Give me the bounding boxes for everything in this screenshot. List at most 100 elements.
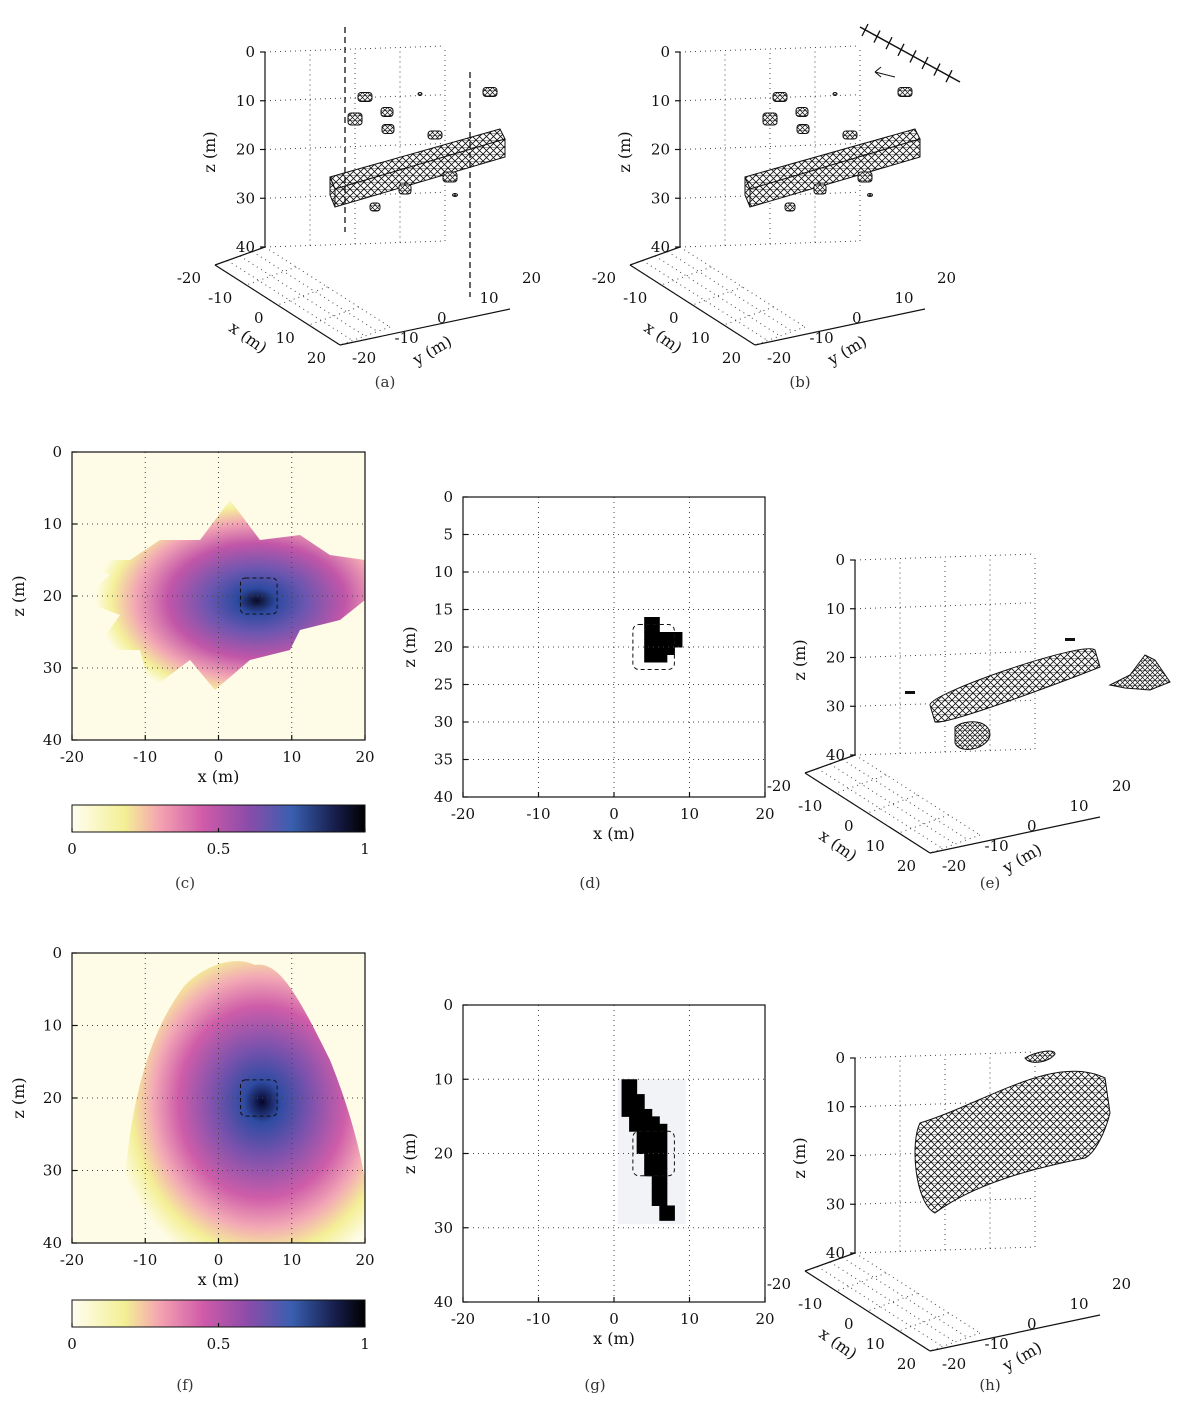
survey-tick [897,43,905,57]
heat-cell [659,647,668,655]
heat-cell [644,624,653,633]
x-tick-label: 20 [755,1310,774,1328]
anomaly-blob [369,202,381,212]
y-tick-label: 10 [43,515,62,533]
heat-cell [644,617,653,625]
reconstructed-blob [905,691,915,694]
grid-line [679,143,861,150]
heat-cell [629,1116,638,1125]
reconstructed-blob [1065,638,1075,641]
z-tick-label: 20 [651,141,670,159]
grid-line [679,45,861,53]
panel-2d-c: -20 -10 0 10 20 0 10 20 30 40 x (m) z (m) [9,443,375,786]
y-tick-label: 20 [43,1089,62,1107]
y-tick-label: 20 [434,638,453,656]
colorbar-tick-label: 0.5 [207,1335,231,1353]
heat-cell [651,1123,660,1132]
y-tick-label: 20 [1112,777,1131,795]
x-axis-label: x (m) [198,1270,240,1289]
x-tick-label: -10 [526,1310,550,1328]
z-tick-label: 0 [660,43,670,61]
heat-cell [651,617,660,625]
anomaly-blob [813,183,827,195]
x-axis-front [629,264,756,346]
caption-f: (f) [176,1376,193,1394]
beam-side [334,138,506,208]
heat-cell [659,1168,668,1177]
heat-cell [636,1138,645,1147]
x-axis [804,1252,856,1272]
y-tick-label: 0 [1027,1315,1037,1333]
grid-line [252,251,378,332]
y-tick-label: -20 [942,1355,966,1373]
anomaly-blob [442,171,458,183]
heat-cell [659,1138,668,1147]
colorbar-tick-label: 1 [360,1335,370,1353]
grid-line [842,1257,968,1338]
heat-cell [651,1160,660,1169]
y-tick-label: 40 [43,731,62,749]
reconstructed-blob [1108,654,1171,691]
grid-line [661,266,712,286]
direction-arrow [874,66,896,78]
colorbar-tick-label: 0 [67,1335,77,1353]
heat-cell [644,654,653,663]
heat-cell [651,1153,660,1162]
y-tick-label: -20 [352,349,376,367]
colorbar-tick-label: 0.5 [207,840,231,858]
x-tick-label: 0 [669,309,679,327]
z-tick-label: 10 [236,92,255,110]
x-tick-label: 0 [609,1310,619,1328]
grid-line [246,266,297,286]
plot-frame [71,451,366,741]
grid-line [898,1312,949,1332]
y-tick-label: 0 [852,309,862,327]
y-tick-label: 20 [937,269,956,287]
x-tick-label: 0 [214,1251,224,1269]
z-axis-label: z (m) [615,131,634,172]
x-tick-label: 0 [609,805,619,823]
anomaly-blob [897,87,913,97]
heat-cell [651,632,660,640]
x-tick-label: 0 [254,309,264,327]
y-tick-label: 40 [434,1293,453,1311]
heat-cell [651,1116,660,1125]
x-tick-label: 20 [897,857,916,875]
anomaly-blob [427,130,443,140]
x-tick-label: 20 [307,349,326,367]
heat-cell [621,1101,630,1110]
survey-tick [861,23,869,37]
grid-line [854,602,1036,610]
reconstructed-blob [1024,1050,1056,1063]
heat-cell [636,1108,645,1117]
x-tick-label: 10 [866,1335,885,1353]
heat-cell [621,1094,630,1103]
heat-cell [636,1101,645,1110]
y-axis-label: z (m) [400,1133,419,1174]
anomaly-blob [452,193,458,197]
heat-cell [644,1153,653,1162]
y-tick-label: 20 [43,587,62,605]
heat-cell [636,1123,645,1132]
x-tick-label: -20 [60,748,84,766]
plot-frame [71,952,366,1244]
x-axis-label: x (m) [816,826,861,866]
survey-tick [909,50,917,63]
target-box [239,577,278,615]
heat-cell [644,1131,653,1140]
anomaly-blob [347,112,363,126]
heat-cell [644,1116,653,1125]
y-tick-label: -10 [985,1335,1009,1353]
x-tick-label: 20 [355,748,374,766]
caption-g: (g) [584,1376,605,1394]
x-tick-label: -20 [592,269,616,287]
survey-tick [945,69,953,83]
anomaly-blob [381,124,395,134]
y-tick-label: 15 [434,601,453,619]
heat-cell [644,1138,653,1147]
colorbar-tick-label: 1 [360,840,370,858]
heat-cell [666,639,675,648]
heat-cell [659,1183,668,1192]
grid-line [836,1272,887,1292]
